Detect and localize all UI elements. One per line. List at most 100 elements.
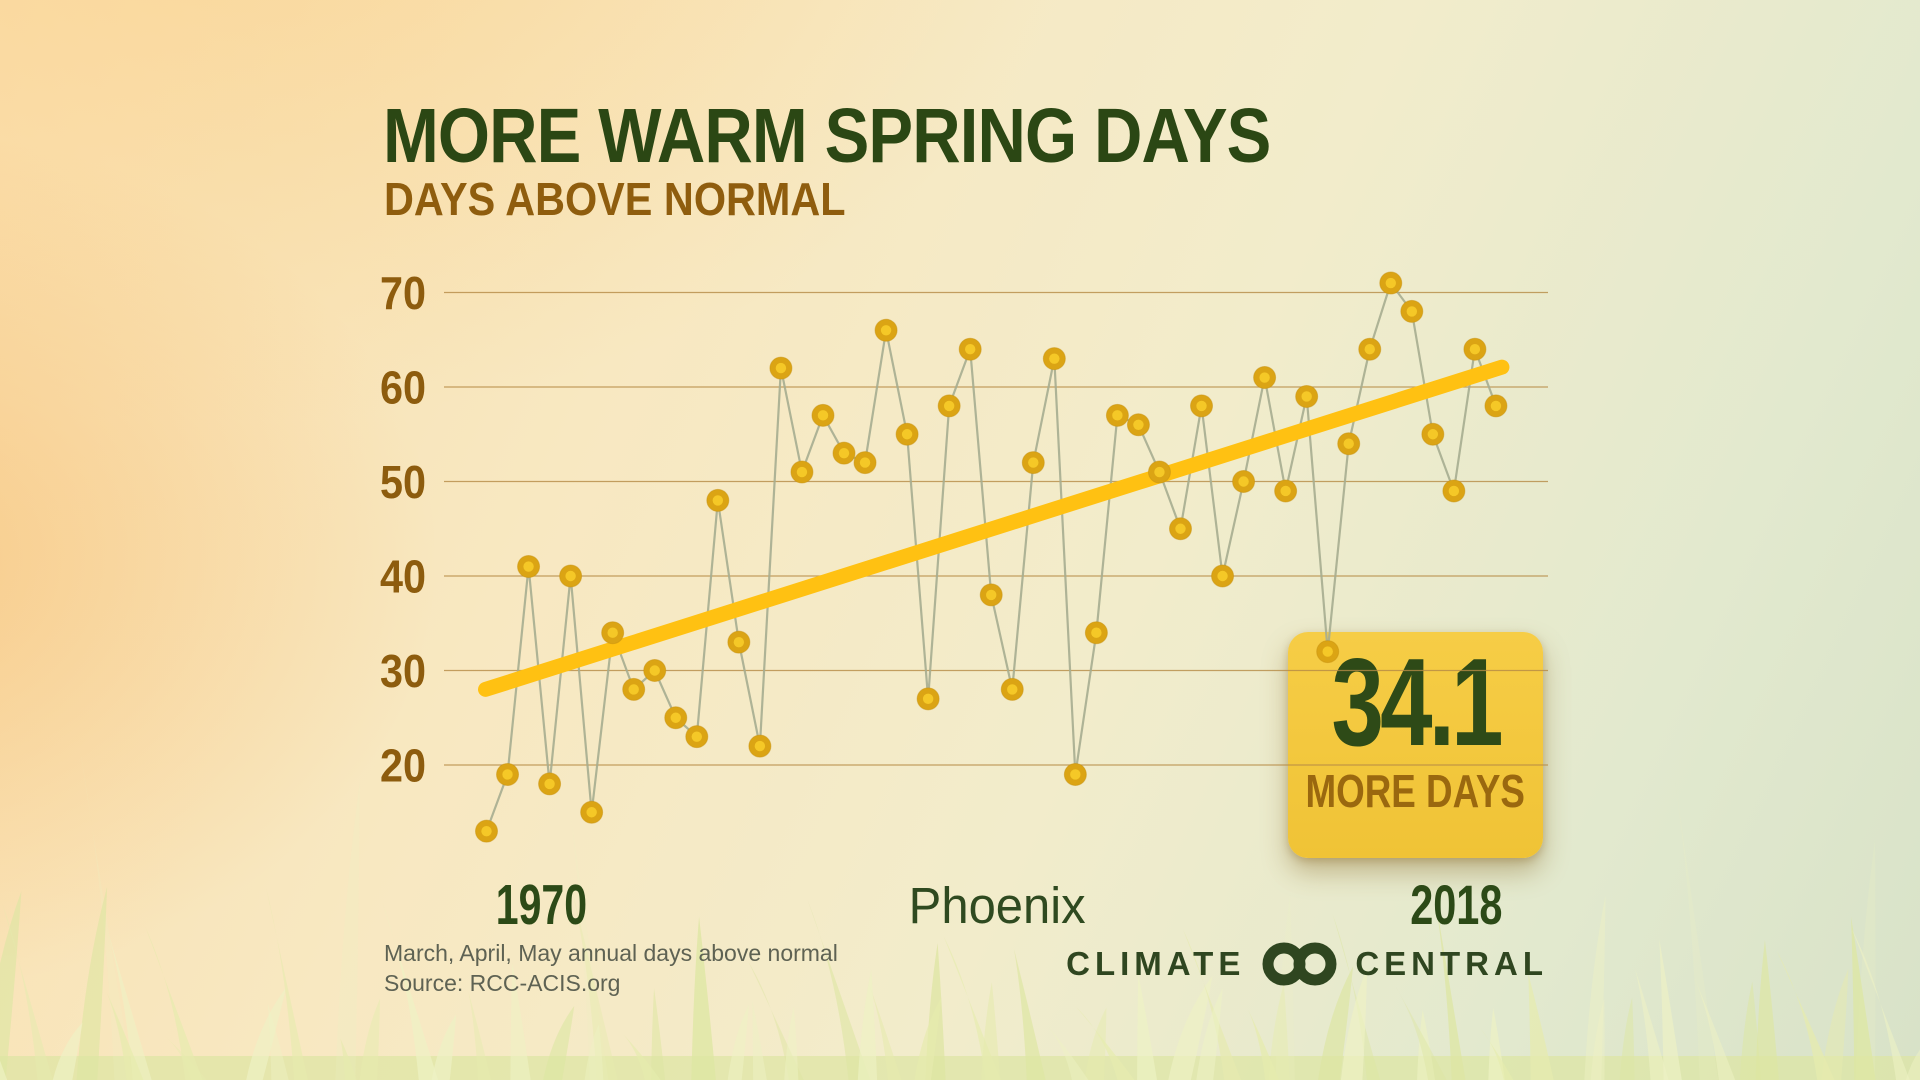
data-point [1358,337,1382,361]
grass-blade [1488,1008,1505,1080]
data-point [790,460,814,484]
grass-blade [1905,1049,1920,1080]
grass-blade [1395,987,1447,1080]
data-point [475,819,498,843]
data-point [1442,479,1466,503]
y-tick-label: 50 [380,456,426,508]
grass-blade [2,903,53,1080]
grass-blade [1168,975,1213,1080]
grass-blade [1851,928,1910,1080]
grass-base [0,1056,1920,1080]
logo-climate-text: CLIMATE [1066,945,1246,982]
grass-blade [1084,1007,1107,1080]
stat-badge: 34.1 MORE DAYS [1288,632,1543,858]
data-point [1421,422,1445,446]
data-point [1232,470,1256,493]
data-point [1000,677,1024,701]
data-point [1042,347,1066,371]
grass-blade [1480,1028,1514,1080]
data-point [538,772,562,796]
data-point [1253,366,1277,390]
y-tick-label: 20 [380,740,426,792]
grass-blade [267,1002,289,1080]
grass-blade [246,987,287,1080]
data-point [580,800,604,824]
grass-blade [0,1060,8,1080]
grass-blade [1268,983,1290,1080]
x-axis-label-start: 1970 [495,873,587,937]
data-point [1021,451,1045,475]
grass-blade [468,991,492,1080]
grass-blade [1248,1009,1280,1080]
grass-blade [869,984,902,1080]
grass-blade [1776,950,1835,1080]
badge-label: MORE DAYS [1305,765,1526,818]
data-point [1105,403,1129,427]
badge-value: 34.1 [1331,634,1503,772]
grass-blade [106,991,144,1080]
x-axis-label-end: 2018 [1409,873,1503,936]
data-point [1063,762,1087,786]
grass-blade [1821,968,1849,1080]
grass-blade [857,969,878,1080]
data-point [1190,394,1214,418]
grass-blade [914,997,942,1080]
grass-blade [1076,1007,1135,1080]
data-point [685,725,709,749]
footnote-line-1: March, April, May annual days above norm… [384,940,838,966]
data-point [517,555,541,579]
grass-blade [1013,948,1046,1080]
grass-blade [266,888,308,1080]
grass-blade [80,750,134,1080]
grass-blade [1417,1009,1436,1080]
data-point [1463,337,1487,361]
page-subtitle: DAYS ABOVE NORMAL [384,173,846,225]
grass-blade [752,1000,767,1080]
data-point [1211,564,1235,588]
footnote-line-2: Source: RCC-ACIS.org [384,970,621,996]
logo-central-text: CENTRAL [1355,945,1548,982]
grass-blade [1755,940,1779,1080]
grass-blade [1048,1027,1089,1080]
grass-blade [1619,997,1635,1080]
grass-blade [1851,916,1876,1080]
grass-blade [102,913,152,1080]
data-point [937,394,961,418]
data-point [664,706,688,730]
grass-blade [651,988,666,1080]
data-point [1337,432,1361,456]
data-point [958,337,982,361]
grass-blade [584,1024,604,1080]
data-point [811,403,835,427]
grass-blade [943,936,1001,1080]
data-point [601,621,625,645]
grass-blade [543,1005,575,1080]
grass-blade [52,1022,83,1080]
y-tick-label: 30 [380,645,426,697]
grass-blade [335,780,360,1080]
data-point [622,677,646,701]
data-point [643,659,667,682]
data-point [1274,479,1298,503]
grass-blade [1590,998,1605,1080]
grass-blade [925,943,946,1080]
grass-blade [1634,968,1669,1080]
data-point [874,318,898,342]
grass-blade [727,1004,749,1080]
data-point [559,564,583,588]
data-point [853,451,877,475]
data-point [895,422,919,446]
data-point [1084,621,1108,645]
data-point [832,441,856,465]
data-point [1126,413,1150,437]
grass-blade [145,927,203,1080]
grass-blade [981,982,1001,1080]
grass-blade [1659,938,1682,1080]
grass-blade [0,891,22,1080]
data-point [1400,299,1424,323]
data-point [706,488,730,512]
y-tick-label: 40 [380,551,426,603]
grass-blade [1855,840,1876,1080]
climate-central-logo: CLIMATE CENTRAL [1066,938,1548,990]
